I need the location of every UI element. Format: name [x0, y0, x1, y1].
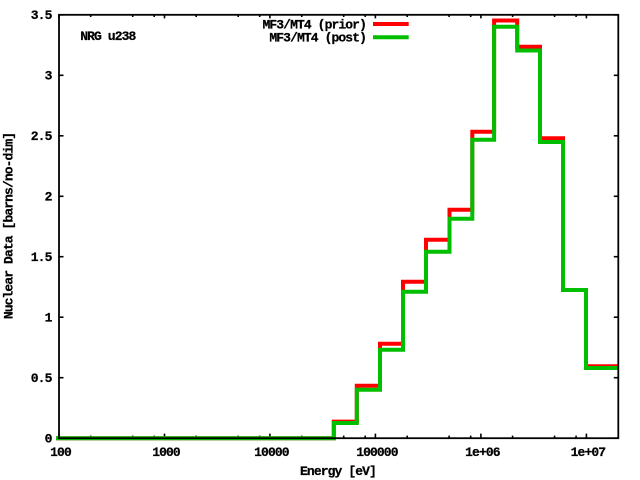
svg-text:10000: 10000	[254, 445, 290, 460]
svg-text:1e+06: 1e+06	[465, 445, 501, 460]
svg-text:3.5: 3.5	[31, 8, 53, 23]
svg-text:1000: 1000	[152, 445, 181, 460]
svg-text:Nuclear Data [barns/no-dim]: Nuclear Data [barns/no-dim]	[2, 133, 17, 319]
svg-text:Energy [eV]: Energy [eV]	[300, 464, 376, 479]
svg-text:1.5: 1.5	[31, 250, 53, 265]
svg-text:100: 100	[50, 445, 72, 460]
svg-text:1: 1	[45, 310, 53, 325]
svg-text:0.5: 0.5	[31, 371, 53, 386]
svg-text:2.5: 2.5	[31, 129, 53, 144]
svg-text:MF3/MT4 (prior): MF3/MT4 (prior)	[262, 17, 366, 32]
svg-text:100000: 100000	[356, 445, 399, 460]
svg-text:2: 2	[45, 190, 53, 205]
svg-text:3: 3	[45, 69, 53, 84]
svg-text:0: 0	[45, 431, 53, 446]
svg-text:NRG u238: NRG u238	[80, 29, 136, 44]
svg-text:1e+07: 1e+07	[571, 445, 606, 460]
svg-text:MF3/MT4 (post): MF3/MT4 (post)	[269, 31, 366, 46]
